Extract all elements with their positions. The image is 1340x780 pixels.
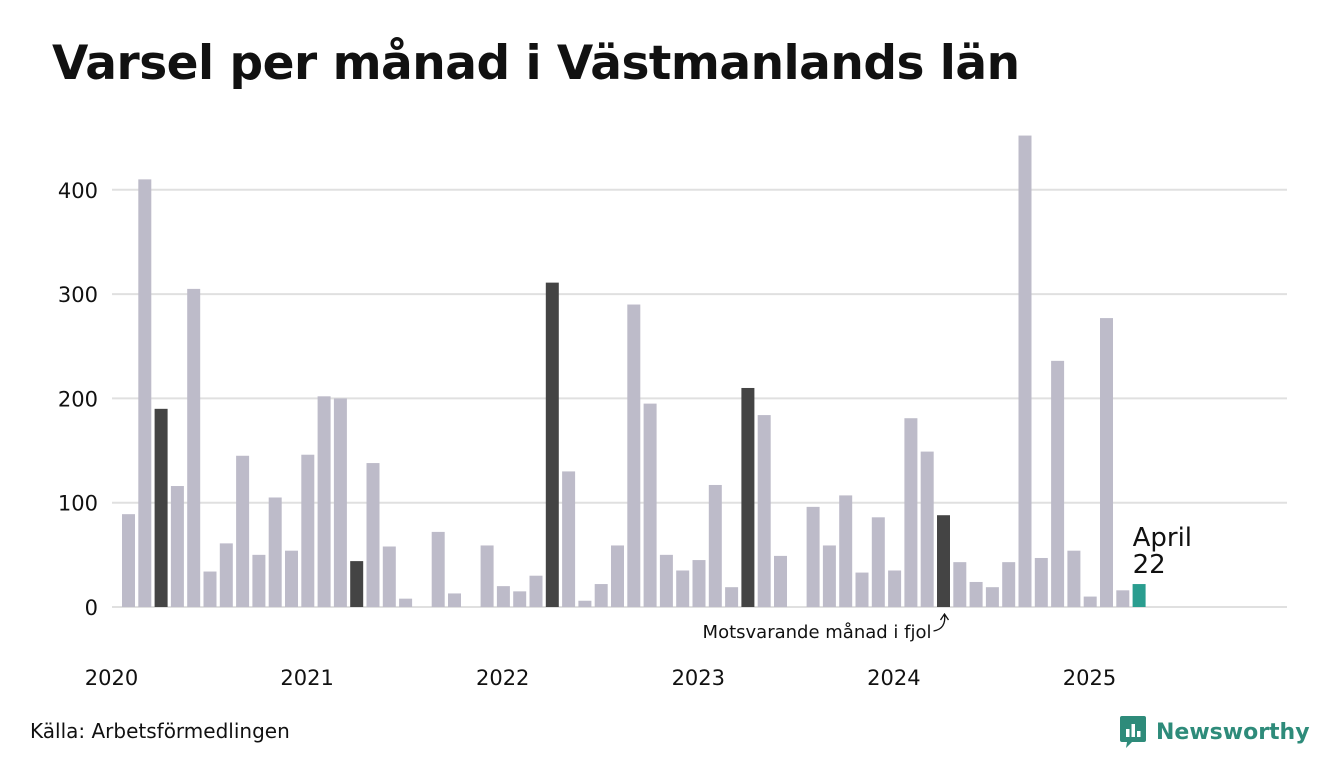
x-tick-label: 2023 xyxy=(672,666,725,690)
source-note: Källa: Arbetsförmedlingen xyxy=(30,719,290,743)
bar xyxy=(969,581,983,607)
x-tick-label: 2022 xyxy=(476,666,529,690)
bar xyxy=(855,572,869,607)
bar xyxy=(170,486,184,607)
y-tick-label: 0 xyxy=(85,596,98,620)
bar xyxy=(448,593,461,607)
bar-same-month xyxy=(350,561,364,607)
bar xyxy=(122,514,135,607)
bar xyxy=(301,454,315,607)
bar xyxy=(496,586,510,607)
bar xyxy=(594,584,608,607)
y-axis-ticks: 0 100 200 300 400 xyxy=(58,179,98,620)
bar xyxy=(285,550,298,607)
highlight-month-label: April xyxy=(1133,523,1192,553)
bar xyxy=(513,591,527,607)
bar xyxy=(822,545,836,607)
x-tick-label: 2025 xyxy=(1063,666,1116,690)
bar xyxy=(1116,590,1130,607)
bar xyxy=(382,546,396,607)
y-tick-label: 400 xyxy=(58,179,98,203)
bar xyxy=(643,403,657,607)
bar xyxy=(708,484,722,607)
bar xyxy=(1083,596,1097,607)
bar xyxy=(529,575,543,607)
bar-chart: 0 100 200 300 400 2020 2021 2022 2023 2024 2025 A… xyxy=(58,135,1287,690)
bar xyxy=(562,471,576,607)
bar xyxy=(1034,557,1048,607)
x-tick-label: 2020 xyxy=(85,666,138,690)
bar xyxy=(578,600,592,607)
previous-year-annotation: Motsvarande månad i fjol xyxy=(703,622,932,643)
bar xyxy=(888,570,902,607)
y-tick-label: 300 xyxy=(58,283,98,307)
bar xyxy=(839,495,853,607)
annotation-arrow xyxy=(933,612,950,632)
bar xyxy=(1018,135,1032,607)
bar xyxy=(806,506,820,607)
y-tick-label: 100 xyxy=(58,492,98,516)
bar xyxy=(920,451,934,607)
bar xyxy=(366,463,380,607)
bar xyxy=(692,560,706,607)
bar xyxy=(871,517,885,607)
bar xyxy=(1100,318,1113,607)
bar xyxy=(676,570,690,607)
chart-title: Varsel per månad i Västmanlands län xyxy=(52,36,1020,91)
bar xyxy=(904,418,918,607)
highlight-value-label: 22 xyxy=(1133,550,1166,580)
bar xyxy=(953,562,967,607)
bar xyxy=(1051,360,1065,607)
bar xyxy=(725,587,739,607)
y-tick-label: 200 xyxy=(58,387,98,411)
bar xyxy=(187,288,201,607)
brand-logo: Newsworthy xyxy=(1118,714,1310,750)
bar-current-month xyxy=(1132,584,1146,607)
bar xyxy=(611,545,624,607)
bar xyxy=(627,304,641,607)
bar xyxy=(252,554,266,607)
bar xyxy=(219,543,233,607)
bar xyxy=(659,554,673,607)
bar xyxy=(333,398,347,607)
bar-same-month xyxy=(741,387,755,607)
bar xyxy=(138,179,152,607)
bar xyxy=(399,598,413,607)
bar xyxy=(236,455,250,607)
bar xyxy=(757,415,771,607)
bars xyxy=(122,135,1146,607)
bar xyxy=(1002,562,1016,607)
bar-same-month xyxy=(154,408,168,607)
x-axis-ticks: 2020 2021 2022 2023 2024 2025 xyxy=(85,666,1116,690)
newsworthy-logo-icon xyxy=(1120,716,1146,748)
bar xyxy=(268,497,282,607)
bar xyxy=(431,531,445,607)
bar-same-month xyxy=(545,282,559,607)
bar xyxy=(203,571,217,607)
x-tick-label: 2024 xyxy=(867,666,920,690)
brand-name: Newsworthy xyxy=(1156,719,1310,745)
bar xyxy=(985,587,999,607)
bar xyxy=(1067,550,1081,607)
bar xyxy=(480,545,494,607)
x-tick-label: 2021 xyxy=(280,666,333,690)
bar xyxy=(774,555,787,607)
bar xyxy=(317,396,331,607)
bar-same-month xyxy=(937,515,950,607)
